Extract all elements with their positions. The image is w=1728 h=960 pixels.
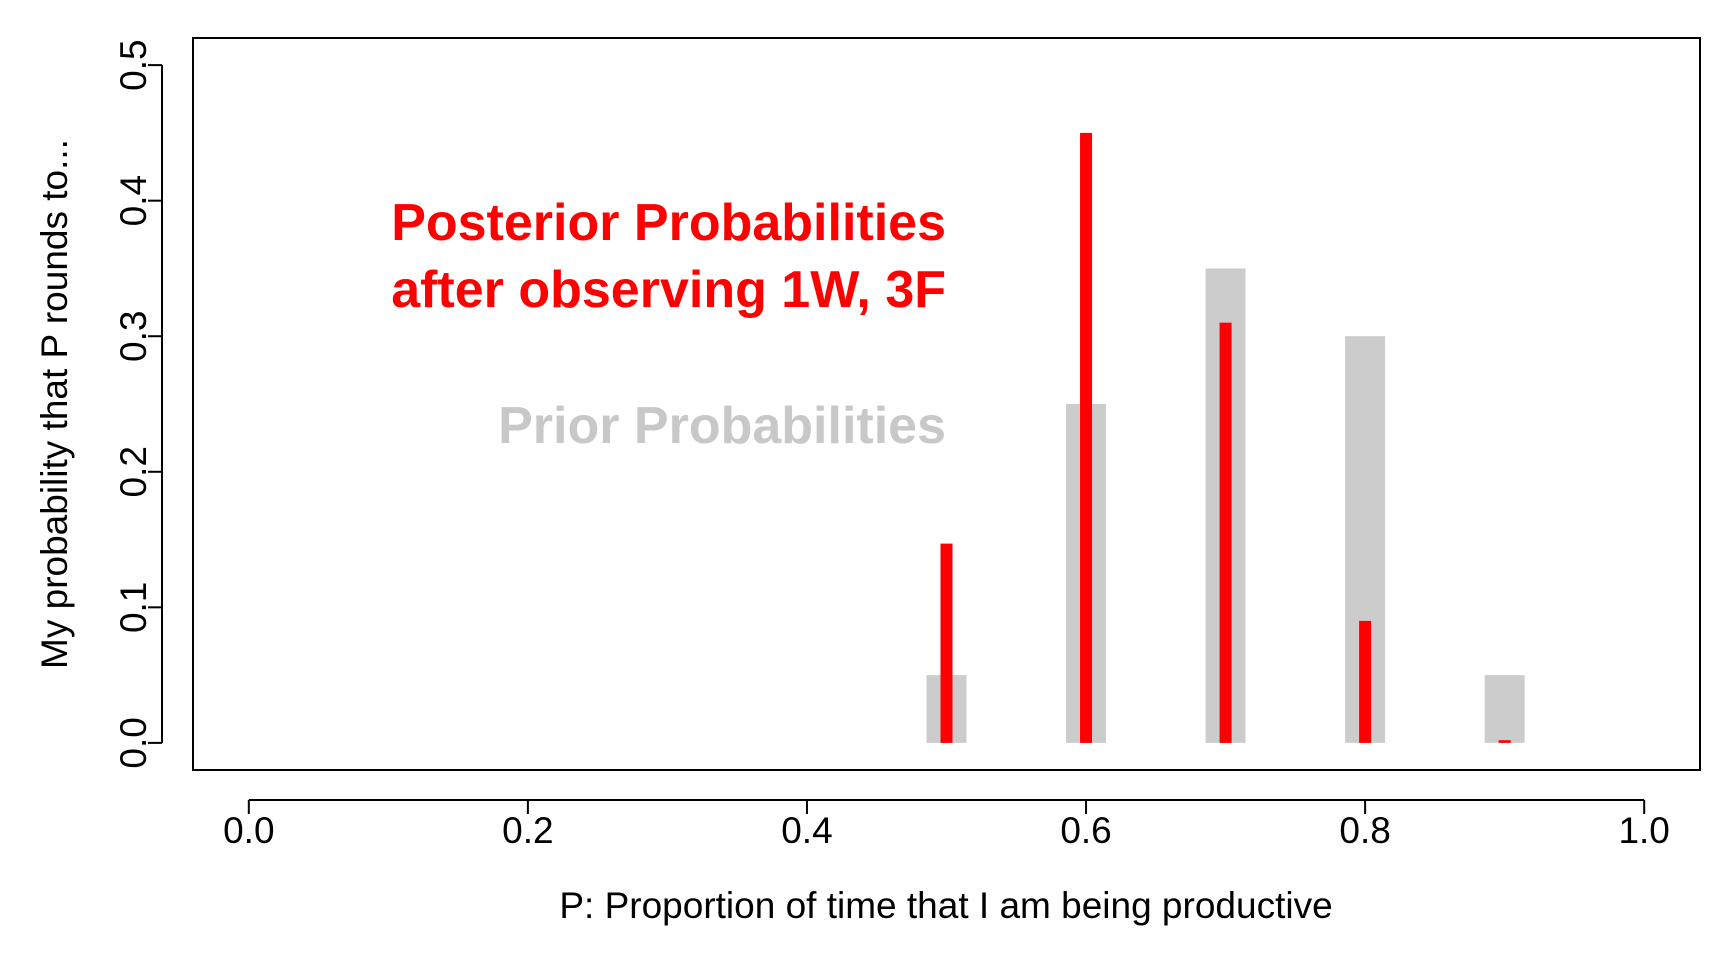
y-tick-label: 0.1 [113,582,154,633]
x-axis-label: P: Proportion of time that I am being pr… [559,885,1332,926]
posterior-bar-0-5 [940,543,953,743]
x-tick-label: 0.6 [1060,810,1111,851]
x-tick-label: 1.0 [1618,810,1669,851]
prior-annotation: Prior Probabilities [498,397,946,455]
x-axis: 0.0 0.2 0.4 0.6 0.8 1.0 [223,799,1670,851]
y-tick-label: 0.4 [113,175,154,226]
posterior-annotation-line1: Posterior Probabilities [391,194,946,252]
x-tick-label: 0.0 [223,810,274,851]
y-tick-label: 0.3 [113,311,154,362]
prior-bar-0-9 [1484,675,1525,743]
posterior-bars [940,132,1511,743]
posterior-bar-0-7 [1219,322,1232,743]
posterior-bar-0-8 [1359,620,1372,743]
y-tick-label: 0.0 [113,717,154,768]
x-tick-label: 0.4 [781,810,832,851]
posterior-bar-0-9 [1498,740,1511,743]
y-axis: 0.0 0.1 0.2 0.3 0.4 0.5 [113,39,163,769]
y-tick-label: 0.5 [113,39,154,90]
x-tick-label: 0.8 [1339,810,1390,851]
posterior-bar-0-6 [1080,132,1093,743]
y-axis-label: My probability that P rounds to... [34,139,75,669]
y-tick-label: 0.2 [113,446,154,497]
posterior-annotation-line2: after observing 1W, 3F [391,261,946,319]
x-tick-label: 0.2 [502,810,553,851]
plot-frame [192,37,1701,771]
